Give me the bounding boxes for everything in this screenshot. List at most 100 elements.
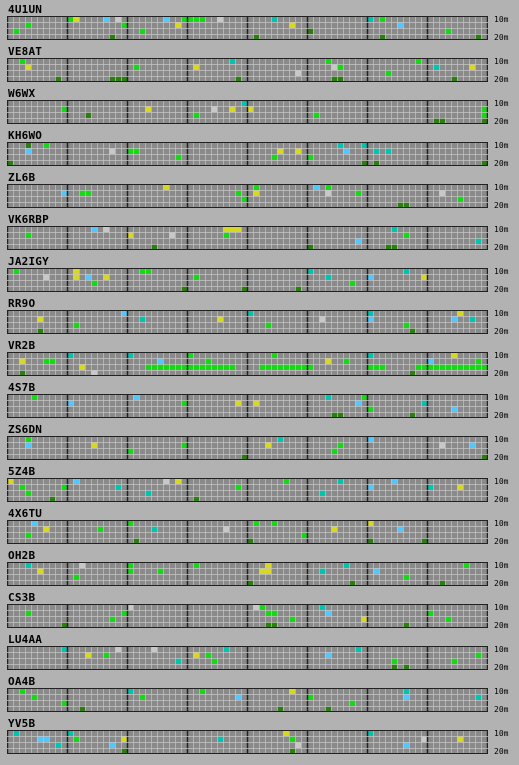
signal-cell bbox=[43, 736, 49, 742]
signal-cell bbox=[313, 112, 319, 118]
signal-cell bbox=[115, 646, 121, 652]
signal-cell bbox=[25, 22, 31, 28]
signal-cell bbox=[193, 274, 199, 280]
signal-cell bbox=[175, 658, 181, 664]
signal-cell bbox=[7, 160, 13, 166]
signal-cell bbox=[367, 274, 373, 280]
band-label-10m: 10m bbox=[494, 99, 509, 108]
signal-cell bbox=[121, 736, 127, 742]
signal-cell bbox=[157, 358, 163, 364]
signal-cell bbox=[115, 484, 121, 490]
signal-cell bbox=[187, 352, 193, 358]
signal-cell bbox=[139, 28, 145, 34]
signal-cell bbox=[385, 70, 391, 76]
signal-cell bbox=[289, 364, 295, 370]
beacon-5z4b: 5Z4B 10m 20m bbox=[0, 462, 519, 504]
signal-cell bbox=[193, 496, 199, 502]
signal-cell bbox=[217, 736, 223, 742]
signal-cell bbox=[403, 688, 409, 694]
signal-cell bbox=[373, 364, 379, 370]
signal-cell bbox=[163, 184, 169, 190]
callsign-label: 4X6TU bbox=[8, 507, 43, 520]
band-label-10m: 10m bbox=[494, 603, 509, 612]
signal-cell bbox=[271, 364, 277, 370]
signal-cell bbox=[307, 28, 313, 34]
signal-cell bbox=[169, 364, 175, 370]
signal-cell bbox=[121, 76, 127, 82]
signal-cell bbox=[439, 364, 445, 370]
signal-cell bbox=[253, 604, 259, 610]
propagation-grid bbox=[7, 58, 488, 82]
signal-cell bbox=[37, 568, 43, 574]
signal-cell bbox=[265, 364, 271, 370]
signal-cell bbox=[199, 16, 205, 22]
signal-cell bbox=[427, 610, 433, 616]
signal-cell bbox=[67, 400, 73, 406]
signal-cell bbox=[253, 520, 259, 526]
signal-cell bbox=[439, 442, 445, 448]
signal-cell bbox=[367, 406, 373, 412]
signal-cell bbox=[127, 688, 133, 694]
signal-cell bbox=[157, 568, 163, 574]
signal-cell bbox=[235, 484, 241, 490]
beacon-kh6wo: KH6WO 10m 20m bbox=[0, 126, 519, 168]
band-label-10m: 10m bbox=[494, 225, 509, 234]
signal-cell bbox=[145, 490, 151, 496]
signal-cell bbox=[25, 64, 31, 70]
signal-cell bbox=[427, 364, 433, 370]
signal-cell bbox=[19, 688, 25, 694]
signal-cell bbox=[313, 184, 319, 190]
signal-cell bbox=[253, 190, 259, 196]
signal-cell bbox=[109, 148, 115, 154]
signal-cell bbox=[403, 202, 409, 208]
beacon-zl6b: ZL6B 10m 20m bbox=[0, 168, 519, 210]
signal-cell bbox=[481, 364, 487, 370]
propagation-grid bbox=[7, 604, 488, 628]
signal-cell bbox=[391, 226, 397, 232]
callsign-label: VK6RBP bbox=[8, 213, 49, 226]
signal-cell bbox=[337, 64, 343, 70]
signal-cell bbox=[235, 226, 241, 232]
propagation-grid bbox=[7, 142, 488, 166]
signal-cell bbox=[319, 604, 325, 610]
band-label-20m: 20m bbox=[494, 453, 509, 462]
signal-cell bbox=[403, 622, 409, 628]
signal-cell bbox=[127, 448, 133, 454]
signal-cell bbox=[343, 358, 349, 364]
signal-cell bbox=[61, 700, 67, 706]
band-label-20m: 20m bbox=[494, 33, 509, 42]
beacon-rr9o: RR9O 10m 20m bbox=[0, 294, 519, 336]
signal-cell bbox=[97, 526, 103, 532]
signal-cell bbox=[109, 76, 115, 82]
beacon-oa4b: OA4B 10m 20m bbox=[0, 672, 519, 714]
signal-cell bbox=[67, 730, 73, 736]
propagation-grid bbox=[7, 562, 488, 586]
band-label-10m: 10m bbox=[494, 57, 509, 66]
propagation-grid bbox=[7, 730, 488, 754]
band-label-20m: 20m bbox=[494, 327, 509, 336]
signal-cell bbox=[199, 688, 205, 694]
signal-cell bbox=[91, 280, 97, 286]
signal-cell bbox=[385, 244, 391, 250]
signal-cell bbox=[403, 268, 409, 274]
signal-cell bbox=[193, 562, 199, 568]
signal-cell bbox=[463, 562, 469, 568]
signal-cell bbox=[373, 568, 379, 574]
band-label-10m: 10m bbox=[494, 393, 509, 402]
signal-cell bbox=[289, 748, 295, 754]
band-label-20m: 20m bbox=[494, 285, 509, 294]
signal-cell bbox=[343, 562, 349, 568]
signal-cell bbox=[259, 364, 265, 370]
signal-cell bbox=[43, 526, 49, 532]
signal-cell bbox=[439, 118, 445, 124]
signal-cell bbox=[103, 652, 109, 658]
signal-cell bbox=[277, 436, 283, 442]
signal-cell bbox=[361, 616, 367, 622]
signal-cell bbox=[475, 34, 481, 40]
signal-cell bbox=[253, 400, 259, 406]
band-label-20m: 20m bbox=[494, 663, 509, 672]
signal-cell bbox=[31, 520, 37, 526]
signal-cell bbox=[229, 226, 235, 232]
signal-cell bbox=[433, 118, 439, 124]
signal-cell bbox=[271, 154, 277, 160]
